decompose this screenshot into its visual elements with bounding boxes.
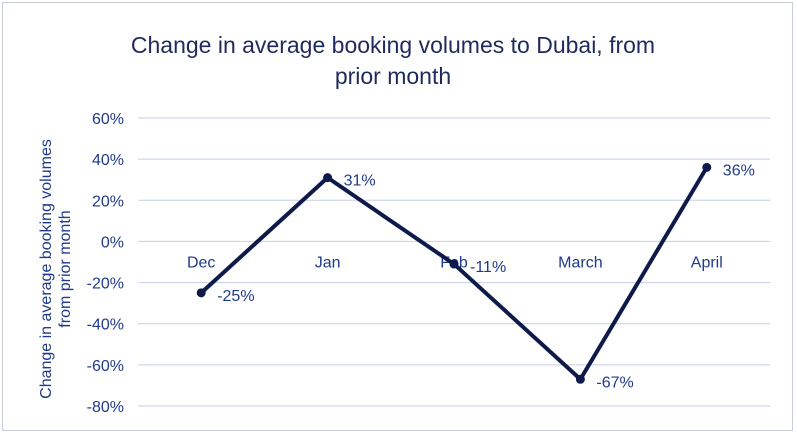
y-tick-label: -20% bbox=[87, 276, 124, 293]
x-category-label: April bbox=[691, 254, 723, 271]
data-label: -67% bbox=[596, 374, 633, 391]
line-chart: Change in average booking volumes to Dub… bbox=[38, 32, 770, 416]
data-point bbox=[702, 162, 712, 172]
x-category-label: March bbox=[558, 254, 602, 271]
y-tick-label: 60% bbox=[92, 111, 124, 128]
y-tick-label: 0% bbox=[101, 234, 124, 251]
data-point bbox=[196, 288, 206, 298]
x-category-label: Dec bbox=[187, 254, 215, 271]
y-axis-label-line-2: from prior month bbox=[57, 210, 74, 327]
chart-frame: Change in average booking volumes to Dub… bbox=[2, 2, 793, 431]
chart-title-line-2: prior month bbox=[335, 63, 451, 89]
y-tick-label: -80% bbox=[87, 399, 124, 416]
data-labels: -25% 31% -11% -67% 36% bbox=[217, 162, 755, 391]
data-label: 31% bbox=[344, 173, 376, 190]
data-label: -11% bbox=[470, 259, 506, 276]
y-tick-label: -40% bbox=[87, 317, 124, 334]
data-point bbox=[323, 173, 333, 183]
data-point bbox=[575, 374, 585, 384]
x-axis-categories: DecJanFebMarchApril bbox=[187, 254, 723, 271]
x-category-label: Jan bbox=[315, 254, 341, 271]
y-tick-label: -60% bbox=[87, 358, 124, 375]
data-label: 36% bbox=[723, 162, 755, 179]
data-label: -25% bbox=[217, 288, 254, 305]
gridlines bbox=[138, 117, 770, 407]
series-group bbox=[196, 162, 712, 384]
y-axis-label-line-1: Change in average booking volumes bbox=[38, 139, 55, 399]
chart-title-line-1: Change in average booking volumes to Dub… bbox=[131, 32, 655, 58]
y-axis-label: Change in average booking volumes from p… bbox=[38, 139, 74, 399]
series-line bbox=[199, 165, 709, 382]
data-point bbox=[449, 259, 459, 269]
chart-title: Change in average booking volumes to Dub… bbox=[131, 32, 655, 89]
y-axis-ticks: 60% 40% 20% 0% -20% -40% -60% -80% bbox=[87, 111, 124, 416]
y-tick-label: 40% bbox=[92, 152, 124, 169]
y-tick-label: 20% bbox=[92, 193, 124, 210]
